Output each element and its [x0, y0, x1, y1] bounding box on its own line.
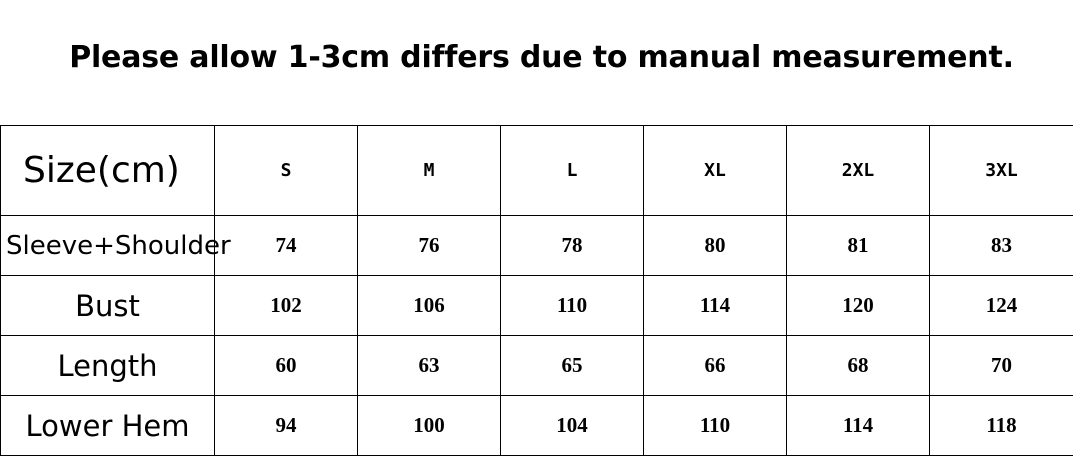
cell-value: 118 — [929, 395, 1073, 456]
table-row-length: Length 60 63 65 66 68 70 — [0, 335, 1073, 396]
measurement-note: Please allow 1-3cm differs due to manual… — [69, 40, 1014, 75]
cell-value: 110 — [500, 275, 644, 336]
cell-value: 94 — [214, 395, 358, 456]
cell-value: 68 — [786, 335, 930, 396]
cell-value: 120 — [786, 275, 930, 336]
cell-value: 114 — [643, 275, 787, 336]
table-row-lower-hem: Lower Hem 94 100 104 110 114 118 — [0, 395, 1073, 456]
cell-value: 66 — [643, 335, 787, 396]
cell-value: 81 — [786, 215, 930, 276]
cell-value: 80 — [643, 215, 787, 276]
cell-value: 104 — [500, 395, 644, 456]
size-header-m: M — [357, 125, 501, 216]
cell-value: 110 — [643, 395, 787, 456]
cell-value: 63 — [357, 335, 501, 396]
size-header-2xl: 2XL — [786, 125, 930, 216]
header-row: Size(cm) S M L XL 2XL 3XL — [0, 125, 1073, 216]
row-label: Sleeve+Shoulder — [0, 215, 231, 276]
row-label: Length — [0, 335, 215, 396]
cell-value: 60 — [214, 335, 358, 396]
cell-value: 102 — [214, 275, 358, 336]
cell-value: 124 — [929, 275, 1073, 336]
cell-value: 83 — [929, 215, 1073, 276]
cell-value: 70 — [929, 335, 1073, 396]
table-row-bust: Bust 102 106 110 114 120 124 — [0, 275, 1073, 336]
size-header-l: L — [500, 125, 644, 216]
table-row-sleeve-shoulder: Sleeve+Shoulder 74 76 78 80 81 83 — [0, 215, 1073, 276]
row-label-text: Sleeve+Shoulder — [6, 230, 231, 261]
cell-value: 76 — [357, 215, 501, 276]
size-header-xl: XL — [643, 125, 787, 216]
size-chart-table: Size(cm) S M L XL 2XL 3XL Sleeve+Shoulde… — [0, 125, 1073, 456]
cell-value: 106 — [357, 275, 501, 336]
cell-value: 74 — [214, 215, 358, 276]
row-label: Bust — [0, 275, 215, 336]
cell-value: 78 — [500, 215, 644, 276]
cell-value: 65 — [500, 335, 644, 396]
size-header-3xl: 3XL — [929, 125, 1073, 216]
size-header-s: S — [214, 125, 358, 216]
cell-value: 114 — [786, 395, 930, 456]
size-cm-header: Size(cm) — [0, 125, 215, 216]
cell-value: 100 — [357, 395, 501, 456]
row-label: Lower Hem — [0, 395, 215, 456]
